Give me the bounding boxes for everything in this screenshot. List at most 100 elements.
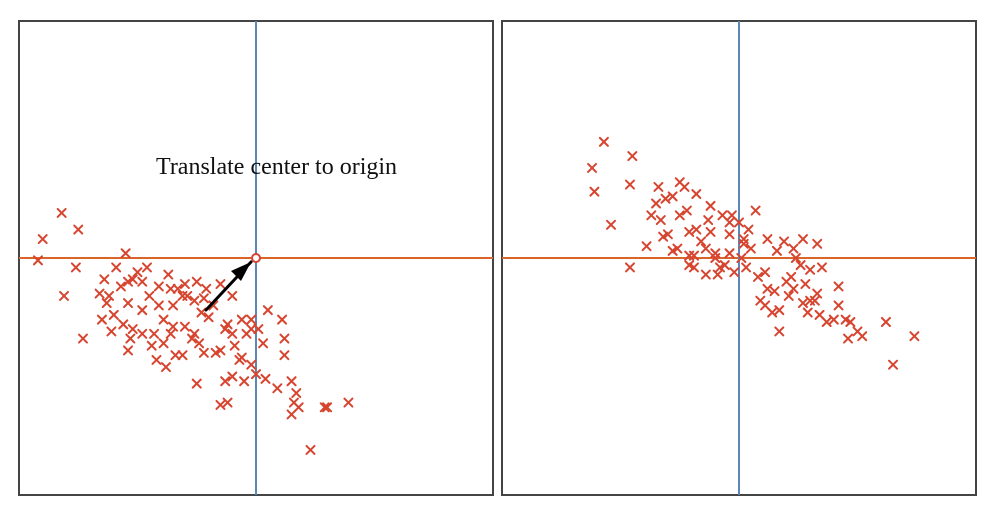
left-scatter-point-stroke-46-1 <box>151 354 162 365</box>
right-scatter-point-23 <box>724 217 735 228</box>
left-scatter-point-stroke-8-1 <box>115 281 126 292</box>
left-scatter-point-stroke-45-1 <box>137 328 148 339</box>
right-scatter-point-stroke-1-1 <box>587 162 598 173</box>
left-scatter-point-99 <box>227 328 238 339</box>
right-scatter-point-stroke-79-1 <box>724 229 735 240</box>
left-scatter-point-90 <box>106 326 117 337</box>
right-scatter-point-stroke-29-1 <box>684 260 695 271</box>
left-scatter-point-stroke-92-1 <box>146 340 157 351</box>
left-scatter-point-4 <box>70 262 81 273</box>
left-scatter-point-stroke-24-1 <box>179 321 190 332</box>
left-scatter-point-2 <box>32 255 43 266</box>
right-scatter-points <box>587 136 920 370</box>
right-scatter-point-8 <box>655 215 666 226</box>
left-scatter-point-11 <box>137 276 148 287</box>
right-scatter-point-stroke-92-1 <box>800 279 811 290</box>
right-scatter-point-stroke-86-1 <box>743 224 754 235</box>
right-scatter-point-stroke-69-1 <box>909 331 920 342</box>
left-scatter-point-stroke-60-1 <box>253 324 264 335</box>
left-scatter-point-9 <box>120 248 131 259</box>
left-scatter-point-19 <box>149 328 160 339</box>
left-scatter-point-92 <box>146 340 157 351</box>
right-scatter-point-95 <box>726 210 737 221</box>
left-scatter-point-stroke-68-1 <box>215 399 226 410</box>
right-scatter-point-stroke-43-1 <box>797 234 808 245</box>
left-scatter-point-stroke-84-1 <box>222 397 233 408</box>
left-scatter-point-stroke-29-1 <box>203 312 214 323</box>
left-scatter-point-stroke-86-1 <box>153 300 164 311</box>
right-scatter-point-45 <box>783 290 794 301</box>
right-scatter-point-94 <box>760 300 771 311</box>
left-scatter-point-49 <box>101 298 112 309</box>
right-scatter-point-54 <box>774 305 785 316</box>
right-scatter-point-69 <box>909 331 920 342</box>
right-scatter-point-stroke-42-1 <box>788 243 799 254</box>
right-scatter-point-55 <box>774 326 785 337</box>
left-scatter-point-97 <box>236 314 247 325</box>
left-scatter-point-26 <box>177 350 188 361</box>
left-scatter-point-5 <box>59 290 70 301</box>
right-scatter-point-stroke-54-1 <box>774 305 785 316</box>
left-scatter-point-stroke-97-1 <box>236 314 247 325</box>
right-scatter-point-stroke-63-1 <box>840 314 851 325</box>
right-scatter-point-73 <box>646 210 657 221</box>
left-scatter-point-stroke-76-1 <box>291 388 302 399</box>
left-scatter-point-stroke-72-1 <box>279 350 290 361</box>
right-scatter-point-27 <box>688 262 699 273</box>
left-scatter-point-stroke-96-1 <box>246 324 257 335</box>
left-scatter-point-50 <box>94 288 105 299</box>
left-scatter-point-24 <box>179 321 190 332</box>
right-scatter-point-stroke-76-1 <box>688 250 699 261</box>
left-scatter-point-stroke-93-1 <box>165 328 176 339</box>
left-scatter-point-stroke-1-1 <box>37 234 48 245</box>
right-scatter-point-stroke-94-1 <box>760 300 771 311</box>
right-scatter-point-14 <box>667 245 678 256</box>
translate-arrow-icon <box>204 260 253 312</box>
right-scatter-point-89 <box>802 307 813 318</box>
right-scatter-point-stroke-32-1 <box>736 253 747 263</box>
right-scatter-point-stroke-40-1 <box>771 245 782 256</box>
right-scatter-point-stroke-70-1 <box>888 359 899 370</box>
left-scatter-point-stroke-53-1 <box>141 262 152 273</box>
right-scatter-point-stroke-47-1 <box>795 260 806 271</box>
right-scatter-point-stroke-27-1 <box>688 262 699 273</box>
left-scatter-point-stroke-32-1 <box>189 328 200 339</box>
right-scatter-point-stroke-59-1 <box>814 309 825 320</box>
left-scatter-point-68 <box>215 399 226 410</box>
left-scatter-point-stroke-25-1 <box>170 350 181 361</box>
left-scatter-point-stroke-17-1 <box>137 305 148 316</box>
right-scatter-point-4 <box>627 151 638 162</box>
right-scatter-point-67 <box>857 331 868 342</box>
left-scatter-point-32 <box>189 328 200 339</box>
right-scatter-point-24 <box>724 248 735 259</box>
right-scatter-point-17 <box>691 189 702 200</box>
right-scatter-point-43 <box>797 234 808 245</box>
right-scatter-point-stroke-45-1 <box>783 290 794 301</box>
left-scatter-point-46 <box>151 354 162 365</box>
right-scatter-point-stroke-23-1 <box>724 217 735 228</box>
left-scatter-point-81 <box>343 397 354 408</box>
left-scatter-point-stroke-35-1 <box>220 324 231 335</box>
right-scatter-point-92 <box>800 279 811 290</box>
left-scatter-point-28 <box>194 338 205 349</box>
left-scatter-point-stroke-0-1 <box>56 207 67 218</box>
right-scatter-point-93 <box>821 316 832 327</box>
left-scatter-point-20 <box>158 338 169 349</box>
right-scatter-point-38 <box>760 267 771 278</box>
left-scatter-point-stroke-55-1 <box>179 279 190 290</box>
left-scatter-point-stroke-99-1 <box>227 328 238 339</box>
right-scatter-point-64 <box>845 316 856 327</box>
left-scatter-point-stroke-59-1 <box>246 314 257 325</box>
right-scatter-point-62 <box>828 314 839 325</box>
left-scatter-point-stroke-41-1 <box>215 345 226 356</box>
right-scatter-point-84 <box>719 260 730 271</box>
left-scatter-point-stroke-82-1 <box>305 444 316 455</box>
left-scatter-point-34 <box>210 347 221 358</box>
right-scatter-point-stroke-48-1 <box>790 253 801 263</box>
left-scatter-point-75 <box>286 376 297 387</box>
right-scatter-point-5 <box>606 219 617 230</box>
right-scatter-point-stroke-55-1 <box>774 326 785 337</box>
right-scatter-point-stroke-65-1 <box>843 333 854 344</box>
right-scatter-point-28 <box>672 243 683 254</box>
left-scatter-point-44 <box>165 283 176 294</box>
